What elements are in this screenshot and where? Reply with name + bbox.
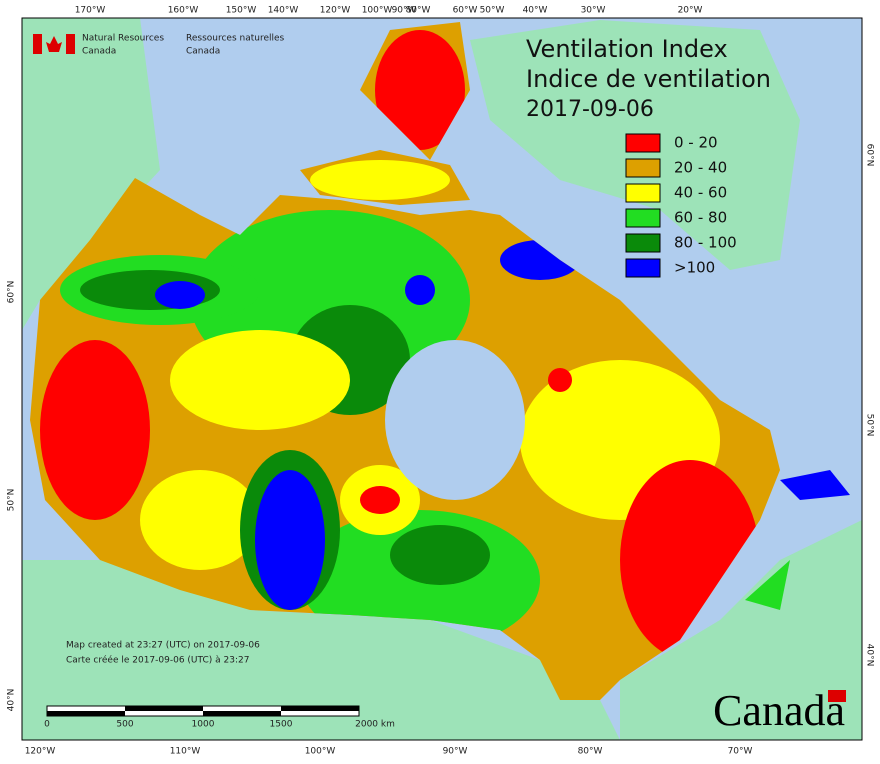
top-label: 120°W: [320, 6, 351, 16]
coordinate-labels: 170°W 160°W 150°W 140°W 120°W 100°W 90°W80°W 60…: [7, 6, 875, 757]
wordmark-flag: [828, 690, 846, 702]
top-label: 170°W: [75, 6, 106, 16]
top-label: 90°W: [392, 6, 417, 16]
bottom-label: 70°W: [728, 747, 753, 757]
legend-label: >100: [674, 259, 715, 277]
top-label: 60°W: [453, 6, 478, 16]
top-label: 100°W: [362, 6, 393, 16]
left-label: 60°N: [7, 281, 17, 304]
scale-seg: [281, 706, 359, 711]
bottom-label: 90°W: [443, 747, 468, 757]
title: Ventilation Index: [526, 35, 728, 63]
frame: [21, 17, 863, 741]
legend-label: 0 - 20: [674, 134, 718, 152]
top-label: 150°W: [226, 6, 257, 16]
flag-leaf: [46, 36, 62, 52]
top-label: 20°W: [678, 6, 703, 16]
alaska: [22, 18, 160, 330]
top-label: 30°W: [581, 6, 606, 16]
date: 2017-09-06: [526, 97, 654, 122]
top-label: 50°W: [480, 6, 505, 16]
bottom-label: 80°W: [578, 747, 603, 757]
footer: Carte créée le 2017-09-06 (UTC) à 23:27: [66, 655, 249, 666]
legend: 0 - 20 20 - 40 40 - 60 60 - 80 80 - 100 >100: [625, 133, 737, 278]
map-area: [22, 18, 862, 740]
scale-bar: 0 500 1000 1500 2000 km: [44, 705, 395, 730]
top-label: 40°W: [523, 6, 548, 16]
agency: Ressources naturelles: [186, 34, 285, 44]
top-label: 80°W: [406, 6, 431, 16]
title: Indice de ventilation: [526, 65, 771, 93]
right-label: 50°N: [865, 414, 875, 437]
legend-swatch: [625, 258, 661, 278]
top-label: 140°W: [268, 6, 299, 16]
bottom-label: 100°W: [305, 747, 336, 757]
scale-label: 0: [44, 720, 50, 730]
legend-label: 80 - 100: [674, 234, 737, 252]
legend-swatch: [625, 233, 661, 253]
scale-label: 2000 km: [355, 720, 395, 730]
legend-label: 20 - 40: [674, 159, 727, 177]
logo: Natural Resources Canada Ressources natu…: [33, 34, 285, 57]
legend-label: 60 - 80: [674, 209, 727, 227]
legend-label: 40 - 60: [674, 184, 727, 202]
country: Canada: [186, 47, 220, 57]
wordmark: Canada: [713, 686, 845, 735]
bottom-label: 110°W: [170, 747, 201, 757]
scale-label: 1000: [192, 720, 215, 730]
footer: Map created at 23:27 (UTC) on 2017-09-06: [66, 641, 260, 651]
agency: Natural Resources: [82, 34, 164, 44]
flag-bar: [66, 34, 75, 54]
legend-swatch: [625, 158, 661, 178]
bottom-label: 120°W: [25, 747, 56, 757]
country: Canada: [82, 47, 116, 57]
newfoundland: [780, 470, 850, 500]
scale-seg: [203, 711, 281, 716]
flag-bar: [33, 34, 42, 54]
usa-east: [620, 520, 862, 740]
hudson-bay: [385, 340, 525, 500]
legend-swatch: [625, 208, 661, 228]
left-label: 40°N: [7, 689, 17, 712]
right-label: 60°N: [865, 144, 875, 167]
scale-seg: [47, 711, 125, 716]
left-label: 50°N: [7, 489, 17, 512]
usa: [22, 560, 620, 740]
scale-label: 1500: [270, 720, 293, 730]
scale-label: 500: [116, 720, 133, 730]
top-label: 160°W: [168, 6, 199, 16]
legend-swatch: [625, 183, 661, 203]
legend-swatch: [625, 133, 661, 153]
scale-seg: [125, 706, 203, 711]
nova-scotia: [745, 560, 790, 610]
right-label: 40°N: [865, 644, 875, 667]
